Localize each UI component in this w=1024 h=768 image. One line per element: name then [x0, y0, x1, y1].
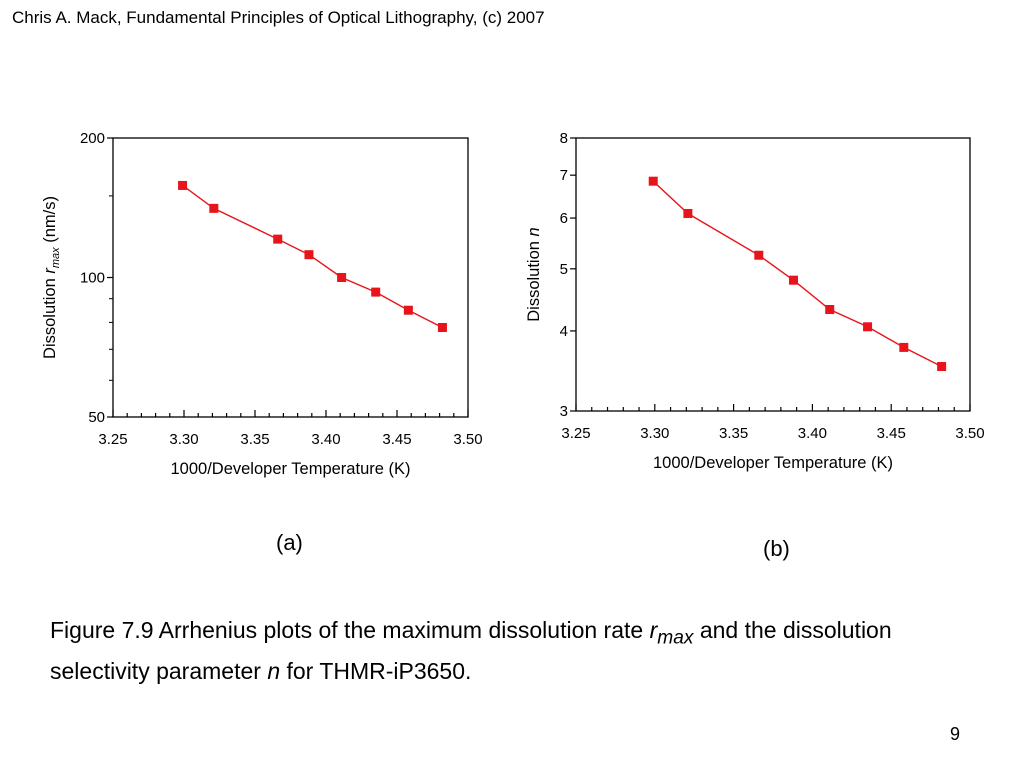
y-tick-label: 5 — [560, 261, 568, 278]
data-point — [788, 275, 798, 285]
series-line — [652, 180, 942, 368]
data-point — [937, 362, 947, 372]
data-point — [337, 273, 347, 282]
x-tick-label: 3.35 — [719, 425, 748, 442]
y-axis-label-prefix: Dissolution — [41, 274, 59, 359]
y-axis-label-var: n — [525, 227, 543, 236]
x-tick-label: 3.30 — [640, 425, 669, 442]
data-point — [683, 208, 693, 218]
data-point — [648, 176, 658, 186]
data-point — [403, 305, 413, 315]
x-tick-label: 3.30 — [169, 431, 198, 448]
y-tick-label: 6 — [560, 210, 568, 227]
data-point — [863, 322, 873, 332]
caption-sub-max: max — [657, 627, 694, 649]
y-tick-label: 3 — [560, 403, 568, 420]
data-point — [899, 342, 909, 352]
y-tick-label: 50 — [88, 409, 105, 426]
x-tick-label: 3.40 — [798, 425, 827, 442]
y-axis-label: Dissolution n — [525, 227, 543, 321]
x-tick-label: 3.45 — [877, 425, 906, 442]
y-axis-label-sub: max — [50, 247, 62, 268]
figure-caption: Figure 7.9 Arrhenius plots of the maximu… — [50, 614, 950, 687]
caption-text-1: Figure 7.9 Arrhenius plots of the maximu… — [50, 617, 650, 643]
x-tick-label: 3.25 — [98, 431, 127, 448]
y-axis-label-var: r — [41, 267, 59, 274]
data-point — [371, 287, 381, 297]
y-axis-label-prefix: Dissolution — [525, 236, 543, 321]
x-axis-label: 1000/Developer Temperature (K) — [171, 460, 411, 478]
x-tick-label: 3.50 — [955, 425, 984, 442]
x-axis-label: 1000/Developer Temperature (K) — [653, 454, 893, 472]
slide-number: 9 — [950, 724, 961, 744]
caption-text-2: and the dissolution selectivity paramete… — [50, 617, 892, 684]
data-point — [437, 323, 447, 333]
chart-a-rmax: 3.25 3.30 3.35 3.40 3.45 3.50 50 100 200 1000/Dev… — [41, 130, 483, 478]
x-tick-label: 3.25 — [561, 425, 590, 442]
x-tick-label: 3.45 — [382, 431, 411, 448]
x-tick-label: 3.35 — [240, 431, 269, 448]
data-point — [178, 180, 188, 190]
series-line — [182, 184, 443, 329]
y-axis-label: Dissolution rmax (nm/s) — [41, 196, 62, 359]
y-tick-label: 7 — [560, 167, 568, 184]
x-tick-label: 3.50 — [453, 431, 482, 448]
y-tick-label: 100 — [80, 270, 105, 287]
data-point — [209, 203, 219, 213]
data-point — [304, 250, 314, 260]
x-tick-label: 3.40 — [311, 431, 340, 448]
caption-var-n: n — [267, 657, 281, 684]
y-tick-label: 4 — [560, 323, 568, 340]
plot-frame — [575, 137, 971, 412]
caption-var-r: r — [649, 617, 658, 643]
y-tick-label: 8 — [560, 130, 568, 147]
chart-b-n: 3.25 3.30 3.35 3.40 3.45 3.50 3 4 5 6 7 8 1000/Devel… — [525, 130, 985, 472]
panel-b-label: (b) — [763, 536, 790, 561]
caption-text-3: for THMR-iP3650. — [280, 657, 472, 684]
panel-a-label: (a) — [276, 530, 303, 555]
y-axis-label-suffix: (nm/s) — [41, 196, 59, 247]
data-point — [273, 234, 283, 244]
header-credit: Chris A. Mack, Fundamental Principles of… — [12, 8, 545, 27]
y-tick-label: 200 — [80, 130, 105, 147]
plot-frame — [112, 137, 469, 418]
data-point — [825, 305, 835, 315]
data-point — [754, 250, 764, 260]
